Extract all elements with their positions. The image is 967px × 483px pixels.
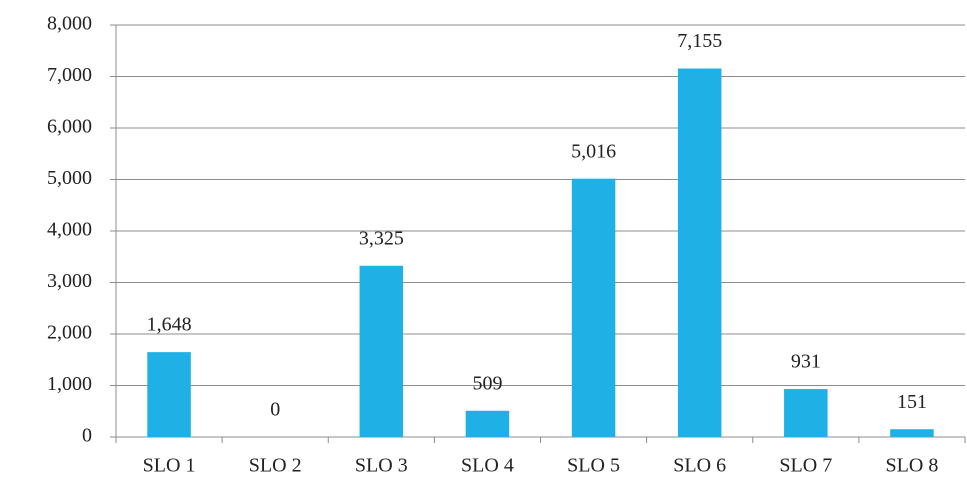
bar: [784, 389, 828, 437]
bar: [571, 178, 616, 437]
value-label: 0: [270, 399, 280, 421]
x-tick-label: SLO 2: [249, 455, 302, 477]
value-label: 5,016: [571, 140, 616, 162]
y-tick-label: 2,000: [47, 322, 92, 344]
y-tick-label: 6,000: [47, 116, 92, 138]
y-tick-label: 7,000: [47, 64, 92, 86]
value-label: 3,325: [359, 227, 404, 249]
value-label: 1,648: [147, 314, 192, 336]
value-label: 151: [897, 391, 927, 413]
x-tick-label: SLO 7: [779, 455, 832, 477]
y-tick-label: 1,000: [47, 373, 92, 395]
x-tick-label: SLO 6: [673, 455, 726, 477]
bar: [677, 68, 722, 437]
y-tick-label: 8,000: [47, 13, 92, 35]
x-tick-label: SLO 8: [886, 455, 939, 477]
y-tick-label: 0: [82, 425, 92, 447]
bar: [359, 265, 404, 437]
value-label: 931: [791, 351, 821, 373]
bar: [890, 429, 934, 437]
y-tick-label: 4,000: [47, 219, 92, 241]
y-tick-label: 3,000: [47, 270, 92, 292]
x-tick-label: SLO 5: [567, 455, 620, 477]
bar: [465, 410, 510, 437]
bar: [147, 352, 191, 437]
x-tick-label: SLO 1: [143, 455, 196, 477]
x-tick-label: SLO 3: [355, 455, 408, 477]
x-tick-label: SLO 4: [461, 455, 514, 477]
y-tick-label: 5,000: [47, 167, 92, 189]
value-label: 7,155: [677, 30, 722, 52]
value-label: 509: [472, 372, 502, 394]
